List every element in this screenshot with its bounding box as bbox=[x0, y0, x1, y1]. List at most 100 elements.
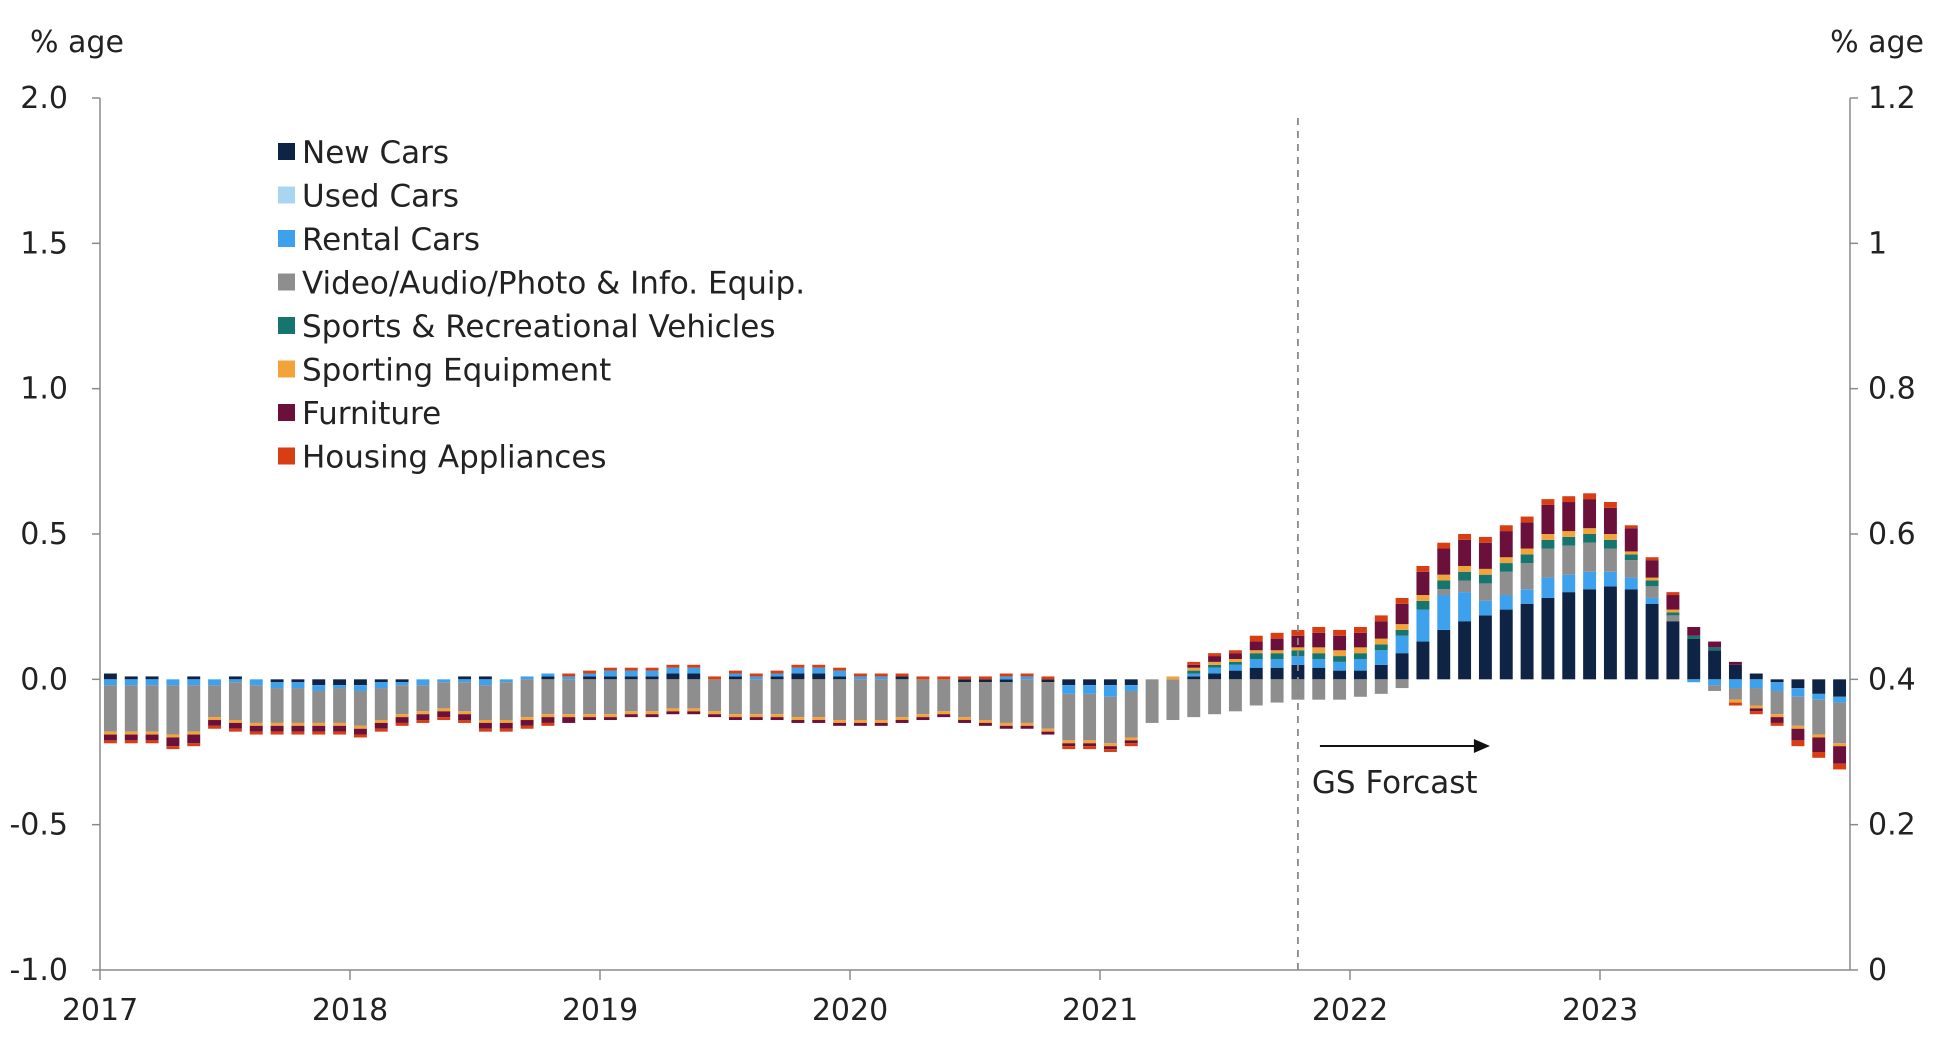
bar-segment-rental-cars bbox=[666, 667, 680, 674]
bar-segment-video-audio-photo-info-equip bbox=[458, 682, 472, 712]
bar-segment-rental-cars bbox=[1062, 685, 1076, 694]
bar-segment-rental-cars bbox=[166, 679, 180, 686]
bar-segment-rental-cars bbox=[374, 682, 388, 689]
bar-segment-housing-appliances bbox=[166, 746, 180, 750]
bar-segment-housing-appliances bbox=[312, 731, 326, 735]
bar-segment-sporting-equipment bbox=[1562, 531, 1576, 537]
bar-segment-housing-appliances bbox=[187, 743, 201, 747]
x-tick-label: 2018 bbox=[312, 993, 388, 1028]
bar-segment-video-audio-photo-info-equip bbox=[1749, 688, 1763, 706]
bar-segment-new-cars bbox=[1208, 673, 1222, 680]
bar-segment-rental-cars bbox=[1124, 685, 1138, 691]
bar-segment-rental-cars bbox=[103, 679, 117, 686]
bar-segment-rental-cars bbox=[1270, 658, 1284, 668]
bar-segment-sports-recreational-vehicles bbox=[1708, 647, 1722, 651]
bar-segment-new-cars bbox=[458, 676, 472, 680]
bar-segment-video-audio-photo-info-equip bbox=[478, 685, 492, 721]
bar-segment-furniture bbox=[228, 722, 242, 729]
bar-segment-housing-appliances bbox=[1249, 635, 1263, 642]
bar-segment-furniture bbox=[1770, 717, 1784, 723]
bar-segment-housing-appliances bbox=[437, 717, 451, 721]
bar-segment-rental-cars bbox=[583, 673, 597, 677]
bar-segment-sporting-equipment bbox=[1312, 647, 1326, 654]
bar-segment-rental-cars bbox=[770, 673, 784, 677]
bar-segment-sports-recreational-vehicles bbox=[1416, 600, 1430, 610]
bar-segment-video-audio-photo-info-equip bbox=[1353, 679, 1367, 697]
bar-segment-sporting-equipment bbox=[1478, 568, 1492, 575]
bar-segment-new-cars bbox=[353, 679, 367, 686]
bar-segment-video-audio-photo-info-equip bbox=[1312, 679, 1326, 700]
bar-segment-new-cars bbox=[145, 676, 159, 680]
legend-swatch bbox=[278, 404, 295, 421]
bar-segment-sports-recreational-vehicles bbox=[1312, 653, 1326, 659]
bar-segment-furniture bbox=[1687, 627, 1701, 636]
legend-label: Sporting Equipment bbox=[302, 353, 611, 389]
x-tick-label: 2021 bbox=[1062, 993, 1138, 1028]
bar-segment-sporting-equipment bbox=[228, 720, 242, 723]
left-tick-label: -1.0 bbox=[9, 953, 68, 988]
bar-segment-housing-appliances bbox=[708, 676, 722, 680]
bar-segment-new-cars bbox=[1395, 653, 1409, 680]
bar-segment-furniture bbox=[103, 734, 117, 741]
legend-swatch bbox=[278, 360, 295, 378]
bar-segment-furniture bbox=[1083, 743, 1097, 747]
bar-segment-new-cars bbox=[270, 679, 284, 683]
bar-segment-sporting-equipment bbox=[728, 714, 742, 718]
bar-segment-housing-appliances bbox=[1041, 676, 1055, 680]
bar-segment-new-cars bbox=[1812, 679, 1826, 694]
bar-segment-sporting-equipment bbox=[916, 714, 930, 718]
bar-segment-new-cars bbox=[333, 679, 347, 686]
bar-segment-housing-appliances bbox=[666, 664, 680, 668]
bar-segment-sporting-equipment bbox=[1583, 528, 1597, 534]
bar-segment-furniture bbox=[416, 714, 430, 721]
bar-segment-housing-appliances bbox=[124, 740, 138, 744]
bar-segment-sporting-equipment bbox=[770, 714, 784, 718]
forecast-label: GS Forcast bbox=[1312, 765, 1478, 801]
bar-segment-new-cars bbox=[895, 676, 909, 680]
legend-label: Housing Appliances bbox=[302, 440, 607, 476]
bar-segment-sporting-equipment bbox=[1083, 740, 1097, 744]
bar-segment-rental-cars bbox=[333, 685, 347, 689]
bar-segment-furniture bbox=[1353, 632, 1367, 648]
bar-segment-rental-cars bbox=[1458, 592, 1472, 622]
bar-segment-furniture bbox=[728, 717, 742, 721]
bar-segment-sports-recreational-vehicles bbox=[1353, 653, 1367, 659]
bar-segment-new-cars bbox=[1312, 667, 1326, 680]
bar-segment-sporting-equipment bbox=[937, 711, 951, 715]
bar-segment-sporting-equipment bbox=[624, 711, 638, 715]
bar-segment-sporting-equipment bbox=[1291, 647, 1305, 651]
bar-segment-video-audio-photo-info-equip bbox=[1333, 679, 1347, 700]
bar-segment-furniture bbox=[208, 720, 222, 726]
bar-segment-furniture bbox=[1583, 499, 1597, 529]
bar-segment-new-cars bbox=[1228, 670, 1242, 680]
bar-segment-housing-appliances bbox=[1541, 499, 1555, 505]
bar-segment-housing-appliances bbox=[541, 722, 555, 726]
bar-segment-video-audio-photo-info-equip bbox=[1812, 699, 1826, 735]
bar-segment-sporting-equipment bbox=[1624, 551, 1638, 555]
bar-segment-housing-appliances bbox=[978, 676, 992, 680]
bar-segment-new-cars bbox=[728, 676, 742, 680]
bar-segment-furniture bbox=[687, 711, 701, 715]
bar-segment-housing-appliances bbox=[770, 670, 784, 674]
bar-segment-housing-appliances bbox=[1458, 534, 1472, 540]
bar-segment-furniture bbox=[583, 717, 597, 721]
bar-segment-furniture bbox=[1020, 725, 1034, 729]
bar-segment-sporting-equipment bbox=[458, 711, 472, 715]
bar-segment-rental-cars bbox=[1645, 597, 1659, 604]
bar-segment-furniture bbox=[1520, 522, 1534, 549]
bar-segment-housing-appliances bbox=[1416, 565, 1430, 572]
bar-segment-housing-appliances bbox=[1083, 746, 1097, 750]
bar-segment-sporting-equipment bbox=[958, 717, 972, 721]
right-axis-title: % age bbox=[1830, 25, 1924, 60]
bar-segment-new-cars bbox=[1562, 592, 1576, 680]
bar-segment-rental-cars bbox=[1687, 679, 1701, 683]
bar-segment-video-audio-photo-info-equip bbox=[583, 679, 597, 715]
bar-segment-sports-recreational-vehicles bbox=[1499, 563, 1513, 572]
bar-segment-sporting-equipment bbox=[791, 717, 805, 721]
bar-segment-rental-cars bbox=[520, 676, 534, 680]
bar-segment-new-cars bbox=[666, 673, 680, 680]
bar-segment-furniture bbox=[249, 725, 263, 732]
bar-segment-video-audio-photo-info-equip bbox=[1458, 580, 1472, 593]
bar-segment-housing-appliances bbox=[603, 667, 617, 671]
bar-segment-rental-cars bbox=[1499, 595, 1513, 610]
